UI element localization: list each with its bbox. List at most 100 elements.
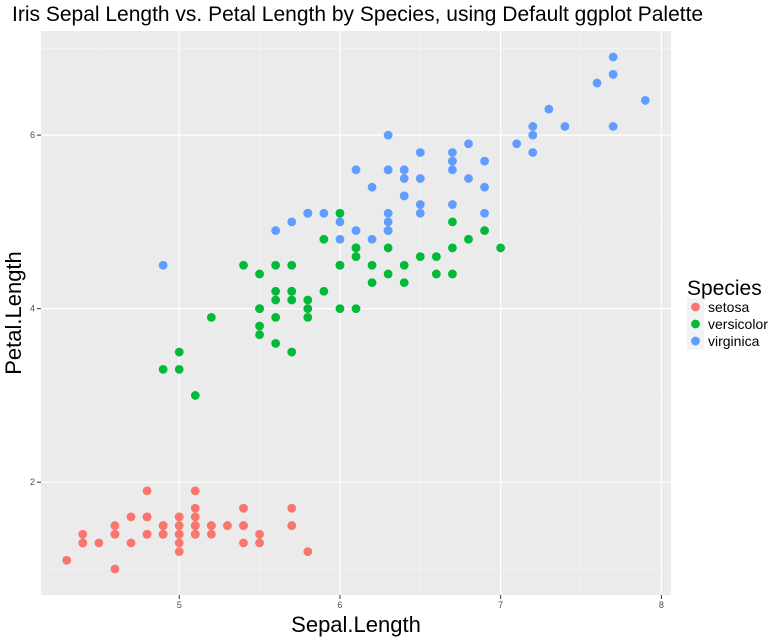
point-versicolor bbox=[271, 260, 281, 270]
point-versicolor bbox=[351, 243, 361, 253]
point-versicolor bbox=[174, 347, 184, 357]
point-setosa bbox=[287, 503, 297, 513]
point-versicolor bbox=[271, 295, 281, 305]
y-tick-label: 4 bbox=[30, 304, 35, 314]
point-versicolor bbox=[335, 208, 345, 218]
point-virginica bbox=[415, 208, 425, 218]
point-versicolor bbox=[174, 365, 184, 374]
point-setosa bbox=[239, 538, 248, 548]
point-versicolor bbox=[255, 304, 264, 314]
point-setosa bbox=[110, 564, 120, 574]
point-virginica bbox=[367, 182, 377, 192]
point-versicolor bbox=[271, 286, 281, 296]
point-versicolor bbox=[287, 295, 297, 305]
point-setosa bbox=[206, 521, 216, 530]
point-setosa bbox=[174, 547, 184, 557]
point-versicolor bbox=[303, 295, 313, 305]
point-versicolor bbox=[255, 321, 264, 331]
legend-key-setosa bbox=[691, 302, 700, 312]
point-virginica bbox=[415, 148, 425, 157]
point-setosa bbox=[110, 529, 120, 539]
x-axis-ticks: 5 6 7 8 bbox=[177, 595, 664, 610]
point-versicolor bbox=[383, 269, 393, 279]
legend-label-virginica: virginica bbox=[708, 333, 760, 349]
point-versicolor bbox=[287, 260, 297, 270]
point-virginica bbox=[383, 226, 393, 235]
point-versicolor bbox=[431, 269, 441, 279]
point-setosa bbox=[158, 521, 168, 530]
x-tick-label: 8 bbox=[659, 600, 664, 610]
point-setosa bbox=[142, 512, 152, 522]
point-setosa bbox=[126, 512, 136, 522]
point-virginica bbox=[319, 208, 329, 218]
legend-label-versicolor: versicolor bbox=[708, 316, 768, 332]
x-axis-title: Sepal.Length bbox=[291, 612, 421, 637]
point-virginica bbox=[464, 174, 473, 183]
point-setosa bbox=[255, 538, 264, 548]
point-virginica bbox=[528, 130, 538, 140]
point-versicolor bbox=[480, 226, 489, 235]
point-versicolor bbox=[319, 286, 329, 296]
point-versicolor bbox=[158, 365, 168, 374]
point-versicolor bbox=[383, 243, 393, 253]
point-virginica bbox=[287, 217, 297, 227]
point-setosa bbox=[62, 555, 72, 565]
point-setosa bbox=[78, 529, 88, 539]
point-setosa bbox=[239, 521, 248, 530]
point-versicolor bbox=[271, 338, 281, 348]
data-points bbox=[62, 52, 650, 574]
point-versicolor bbox=[255, 330, 264, 340]
point-setosa bbox=[174, 521, 184, 530]
point-versicolor bbox=[335, 260, 345, 270]
point-virginica bbox=[480, 208, 489, 218]
point-setosa bbox=[78, 538, 88, 548]
y-axis-title: Petal.Length bbox=[1, 251, 26, 375]
point-virginica bbox=[351, 226, 361, 235]
point-versicolor bbox=[399, 278, 409, 288]
x-tick-label: 6 bbox=[337, 600, 342, 610]
point-setosa bbox=[287, 521, 297, 530]
point-versicolor bbox=[448, 217, 457, 227]
point-setosa bbox=[174, 512, 184, 522]
point-virginica bbox=[335, 217, 345, 227]
point-versicolor bbox=[448, 269, 457, 279]
point-versicolor bbox=[206, 312, 216, 322]
point-virginica bbox=[608, 52, 618, 62]
point-virginica bbox=[480, 156, 489, 166]
point-versicolor bbox=[303, 304, 313, 314]
point-virginica bbox=[351, 165, 361, 175]
point-virginica bbox=[480, 182, 489, 192]
point-setosa bbox=[142, 486, 152, 496]
point-virginica bbox=[303, 208, 313, 218]
point-virginica bbox=[448, 148, 457, 157]
point-versicolor bbox=[464, 234, 473, 244]
y-tick-label: 2 bbox=[30, 477, 35, 487]
point-setosa bbox=[174, 529, 184, 539]
point-versicolor bbox=[303, 312, 313, 322]
point-virginica bbox=[608, 122, 618, 131]
legend-key-versicolor bbox=[691, 319, 700, 329]
point-virginica bbox=[448, 200, 457, 209]
point-versicolor bbox=[367, 260, 377, 270]
point-versicolor bbox=[496, 243, 506, 253]
point-virginica bbox=[383, 208, 393, 218]
point-virginica bbox=[383, 165, 393, 175]
point-setosa bbox=[174, 538, 184, 548]
y-tick-label: 6 bbox=[30, 130, 35, 140]
y-axis-ticks: 2 4 6 bbox=[30, 130, 41, 487]
point-setosa bbox=[190, 486, 200, 496]
point-setosa bbox=[142, 529, 152, 539]
point-virginica bbox=[512, 139, 522, 149]
point-versicolor bbox=[431, 252, 441, 261]
point-virginica bbox=[415, 174, 425, 183]
point-virginica bbox=[528, 122, 538, 131]
point-versicolor bbox=[287, 347, 297, 357]
point-setosa bbox=[190, 512, 200, 522]
point-setosa bbox=[303, 547, 313, 557]
point-virginica bbox=[560, 122, 570, 131]
legend-title: Species bbox=[687, 277, 762, 300]
point-versicolor bbox=[239, 260, 248, 270]
legend-label-setosa: setosa bbox=[708, 299, 749, 315]
